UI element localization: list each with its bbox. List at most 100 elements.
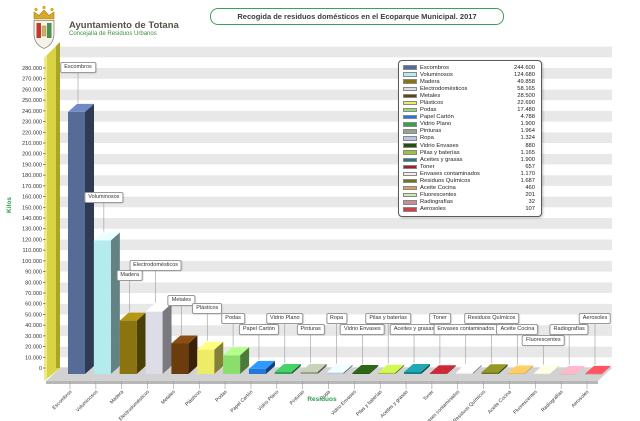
- grid-band: [60, 110, 612, 122]
- legend-row-envases-contaminados: Envases contaminados 1.170: [403, 170, 535, 177]
- legend-label: Pinturas: [420, 128, 442, 135]
- bar-top-face: [559, 365, 586, 374]
- y-tick-label: 0: [39, 366, 42, 372]
- bar-callout-vidrio-envases: Vidrio Envases: [340, 324, 385, 335]
- legend-value: 28.500: [517, 92, 535, 99]
- bar-aceites-y-grasas: [404, 363, 431, 374]
- y-tick-label: 210.000: [22, 141, 42, 147]
- grid-band: [60, 175, 612, 186]
- legend-row-ropa: Ropa 1.324: [403, 135, 535, 142]
- bar-plasticos: [197, 341, 224, 374]
- grid-band: [60, 335, 612, 347]
- bar-front-face: [300, 371, 318, 374]
- grid-band: [60, 42, 612, 47]
- bar-front-face: [326, 372, 344, 374]
- bar-side-face: [498, 364, 508, 374]
- legend-swatch: [403, 79, 417, 84]
- bar-front-face: [93, 240, 111, 374]
- bar-pinturas: [300, 363, 327, 374]
- bar-callout-madera: Madera: [116, 270, 144, 281]
- grid-band: [60, 185, 612, 197]
- bar-vidrio-envases: [352, 365, 379, 374]
- legend-value: 22.690: [517, 100, 535, 107]
- legend-swatch: [403, 207, 417, 212]
- bar-side-face: [472, 364, 482, 374]
- bar-top-face: [145, 303, 172, 312]
- y-tick-label: 270.000: [22, 77, 42, 83]
- legend-label: Voluminosos: [420, 71, 453, 78]
- bar-front-face: [404, 371, 422, 374]
- legend-value: 17.480: [517, 107, 535, 114]
- y-tick-label: 30.000: [25, 334, 42, 340]
- header: Ayuntamiento de Totana Concejalía de Res…: [26, 5, 179, 51]
- bar-callout-aceites-y-grasas: Aceites y grasas: [389, 324, 439, 335]
- bar-front-face: [145, 311, 163, 374]
- legend-value: 49.858: [517, 78, 535, 85]
- legend-swatch: [403, 86, 417, 92]
- y-tick-label: 50.000: [25, 312, 42, 318]
- y-tick-label: 40.000: [25, 323, 42, 329]
- grid-band: [60, 207, 612, 218]
- legend-swatch: [403, 185, 417, 191]
- x-category-label-radiografias: Radiografías: [540, 389, 565, 414]
- legend-value: 657: [525, 163, 535, 170]
- legend-label: Metales: [420, 92, 441, 99]
- bar-electrodomesticos: [145, 303, 172, 374]
- bar-front-face: [68, 111, 85, 374]
- legend-label: Ropa: [420, 135, 434, 142]
- legend-label: Fluorescentes: [420, 192, 457, 199]
- legend-swatch: [403, 122, 417, 127]
- grid-band: [60, 303, 612, 315]
- x-category-label-aceite-cocina: Aceite Cocina: [487, 389, 513, 415]
- bar-side-face: [214, 341, 224, 374]
- y-tick-label: 220.000: [22, 130, 42, 136]
- x-category-label-madera: Madera: [109, 389, 125, 405]
- legend-label: Pilas y baterías: [420, 149, 460, 156]
- bar-front-face: [171, 343, 189, 374]
- bar-callout-plasticos: Plásticos: [192, 303, 223, 314]
- grid-band: [60, 57, 612, 68]
- bar-front-face: [248, 368, 266, 374]
- bar-side-face: [291, 363, 301, 374]
- legend-value: 107: [525, 206, 535, 213]
- bar-ropa: [326, 364, 353, 374]
- legend-label: Radiografías: [420, 199, 453, 206]
- legend-label: Podas: [420, 107, 437, 114]
- bar-front-face: [119, 320, 137, 374]
- legend-label: Madera: [420, 78, 440, 85]
- bar-podas: [223, 347, 250, 374]
- legend-label: Electrodomésticos: [420, 85, 468, 92]
- chart-title: Recogida de residuos domésticos en el Ec…: [237, 12, 477, 21]
- bar-side-face: [317, 363, 327, 374]
- bar-aerosoles: [585, 365, 611, 375]
- grid-band: [60, 164, 612, 176]
- bar-side-face: [343, 364, 353, 374]
- legend-label: Aceite Cocina: [420, 185, 456, 192]
- y-tick-label: 160.000: [22, 195, 42, 201]
- bar-callout-ropa: Ropa: [325, 313, 348, 324]
- legend-swatch: [403, 107, 417, 113]
- bar-side-face: [369, 365, 379, 374]
- grid-band: [60, 89, 612, 101]
- y-tick-label: 110.000: [23, 248, 42, 254]
- legend-swatch: [403, 143, 417, 148]
- y-tick-label: 140.000: [22, 216, 42, 222]
- x-category-label-aceites-y-grasas: Aceites y grasas: [379, 389, 410, 420]
- bar-callout-envases-contaminados: Envases contaminados: [433, 324, 499, 335]
- bar-top-face: [429, 365, 456, 374]
- grid-band: [60, 357, 612, 368]
- x-category-label-vidrio-plano: Vidrio Plano: [257, 389, 280, 412]
- bar-callout-residuos-quimicos: Residuos Químicos: [463, 313, 520, 324]
- bar-callout-pinturas: Pinturas: [296, 324, 325, 335]
- bar-side-face: [602, 365, 611, 374]
- grid-band: [60, 132, 612, 143]
- bar-side-face: [85, 103, 94, 374]
- legend-value: 1.964: [520, 128, 535, 135]
- bar-front-face: [429, 373, 447, 374]
- legend-row-fluorescentes: Fluorescentes 201: [403, 192, 535, 199]
- legend-row-aceites-y-grasas: Aceites y grasas 1.900: [403, 156, 535, 163]
- legend-value: 32: [528, 199, 535, 206]
- bar-top-face: [119, 312, 146, 321]
- legend-swatch: [403, 178, 417, 184]
